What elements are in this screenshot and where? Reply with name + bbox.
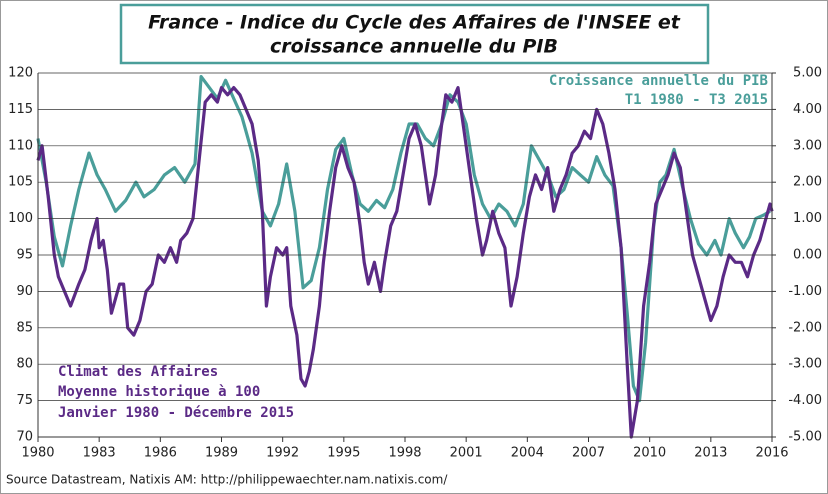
y-tick-label: 90 — [16, 284, 33, 299]
chart-title: croissance annuelle du PIB — [270, 36, 558, 58]
y2-tick-label: 4.00 — [793, 102, 822, 117]
x-tick-label: 1995 — [327, 446, 360, 461]
annotation: Janvier 1980 - Décembre 2015 — [58, 405, 294, 421]
y-tick-label: 105 — [8, 175, 33, 190]
x-tick-label: 1992 — [266, 446, 299, 461]
y2-tick-label: -2.00 — [788, 320, 822, 335]
x-tick-label: 2013 — [694, 446, 727, 461]
y2-tick-label: 5.00 — [793, 66, 822, 81]
y-tick-label: 115 — [8, 102, 33, 117]
y2-tick-label: 0.00 — [793, 248, 822, 263]
chart-title: France - Indice du Cycle des Affaires de… — [148, 12, 681, 34]
y2-tick-label: 1.00 — [793, 211, 822, 226]
x-tick-label: 1989 — [205, 446, 238, 461]
annotation: Moyenne historique à 100 — [58, 384, 260, 400]
y-tick-label: 85 — [16, 320, 33, 335]
annotation: T1 1980 - T3 2015 — [625, 92, 768, 108]
y-tick-label: 95 — [16, 248, 33, 263]
x-tick-label: 2004 — [511, 446, 544, 461]
y2-tick-label: -4.00 — [788, 393, 822, 408]
y-tick-label: 110 — [8, 138, 33, 153]
source: Source Datastream, Natixis AM: http://ph… — [6, 473, 448, 487]
series-line — [36, 86, 774, 439]
x-tick-label: 2007 — [572, 446, 605, 461]
y-tick-label: 120 — [8, 66, 33, 81]
y-tick-label: 75 — [16, 393, 33, 408]
y-tick-label: 70 — [16, 430, 33, 445]
y2-tick-label: 3.00 — [793, 138, 822, 153]
legend-label: Climat des Affaires — [58, 364, 218, 380]
y-tick-label: 80 — [16, 357, 33, 372]
y2-tick-label: 2.00 — [793, 175, 822, 190]
y2-tick-label: -1.00 — [788, 284, 822, 299]
x-tick-label: 1980 — [21, 446, 54, 461]
x-tick-label: 1986 — [144, 446, 177, 461]
x-tick-label: 2010 — [633, 446, 666, 461]
legend-label: Croissance annuelle du PIB — [549, 73, 768, 89]
x-tick-label: 1998 — [388, 446, 421, 461]
title-box — [119, 3, 710, 65]
x-tick-label: 2016 — [755, 446, 788, 461]
x-tick-label: 1983 — [83, 446, 116, 461]
y2-tick-label: -3.00 — [788, 357, 822, 372]
y2-tick-label: -5.00 — [788, 430, 822, 445]
y-tick-label: 100 — [8, 211, 33, 226]
x-tick-label: 2001 — [450, 446, 483, 461]
